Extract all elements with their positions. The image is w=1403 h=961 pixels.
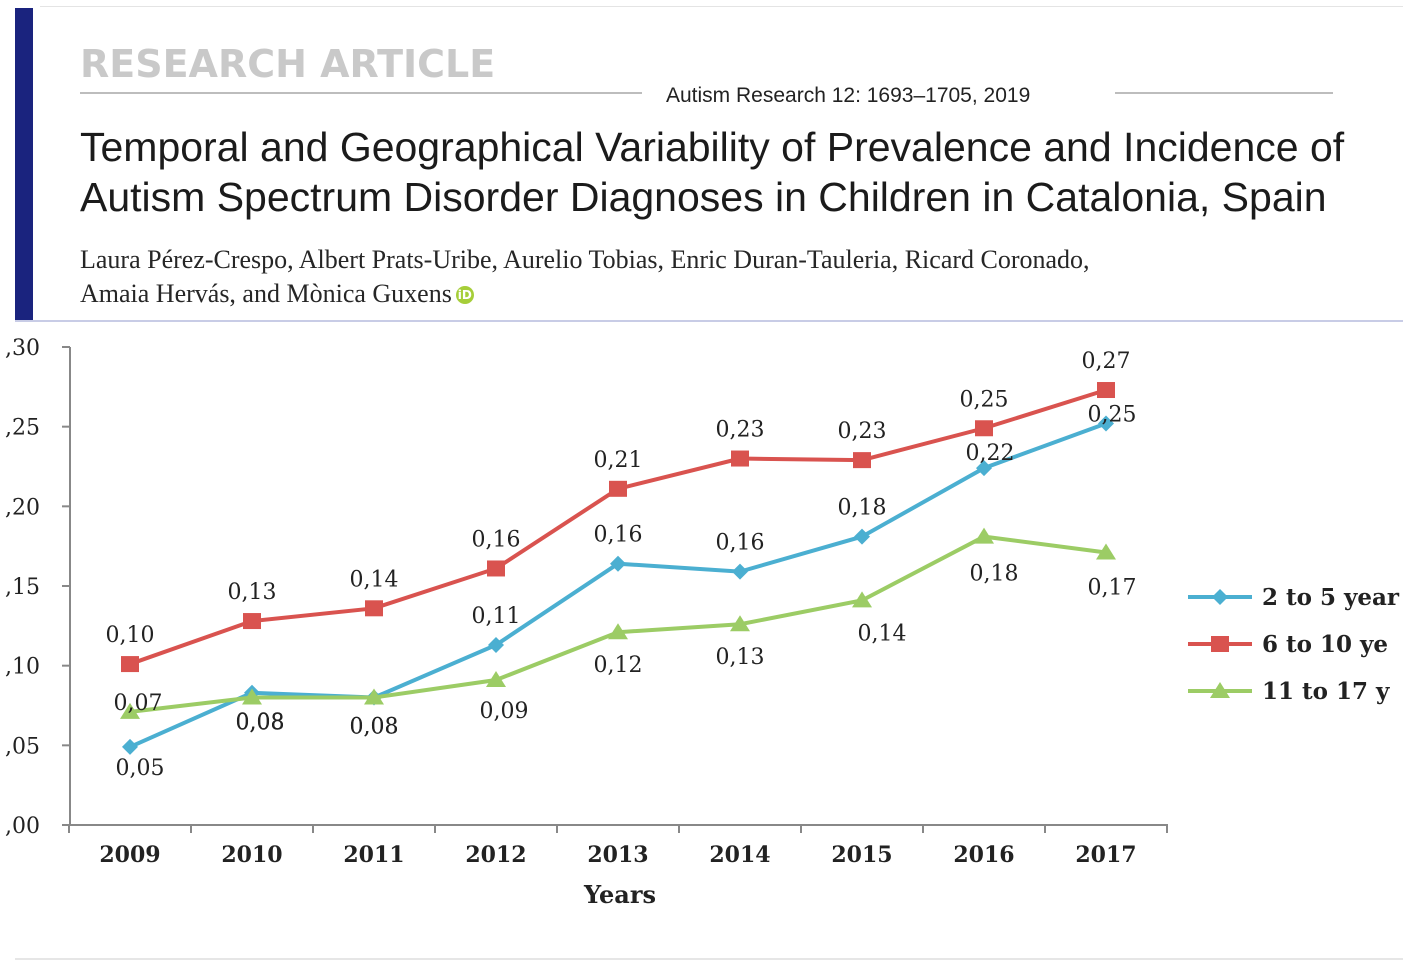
data-point-series-2 (731, 450, 749, 467)
data-point-series-3 (852, 591, 872, 608)
y-tick-label: ,25 (5, 416, 40, 441)
data-label-series-3: 0,12 (594, 653, 643, 678)
x-tick-label: 2015 (831, 842, 892, 868)
data-point-series-3 (486, 671, 506, 688)
y-tick-label: ,10 (5, 655, 40, 680)
x-tick-label: 2010 (221, 842, 282, 868)
data-label-series-2: 0,10 (106, 623, 155, 648)
data-label-series-1: 0,18 (838, 496, 887, 521)
data-point-series-2 (975, 420, 993, 437)
data-point-series-1 (610, 555, 626, 572)
y-tick-label: ,00 (5, 814, 40, 839)
authors-line-2: Amaia Hervás, and Mònica Guxens iD (80, 277, 1280, 311)
journal-reference: Autism Research 12: 1693–1705, 2019 (666, 84, 1031, 107)
paper-title-line-2: Autism Spectrum Disorder Diagnoses in Ch… (80, 174, 1327, 220)
data-point-series-2 (365, 600, 383, 617)
data-label-series-3: 0,08 (350, 715, 399, 740)
data-label-series-1: 0,08 (236, 710, 285, 735)
data-point-series-2 (853, 452, 871, 469)
y-tick-label: ,05 (5, 734, 40, 759)
data-label-series-3: 0,08 (236, 711, 285, 736)
bottom-border (15, 958, 1403, 960)
x-tick-label: 2011 (343, 842, 404, 868)
data-label-series-2: 0,14 (350, 567, 399, 592)
y-tick-label: ,20 (5, 495, 40, 520)
data-point-series-1 (732, 563, 748, 580)
legend-marker-3 (1210, 682, 1230, 698)
data-point-series-1 (976, 460, 992, 477)
data-label-series-1: 0,25 (1088, 402, 1137, 427)
author-list: Laura Pérez-Crespo, Albert Prats-Uribe, … (80, 243, 1280, 311)
x-axis-title: Years (583, 880, 656, 909)
data-label-series-2: 0,23 (716, 418, 765, 443)
paper-title: Temporal and Geographical Variability of… (80, 122, 1370, 222)
y-tick-label: ,15 (5, 575, 40, 600)
data-label-series-1: 0,05 (116, 756, 165, 781)
data-point-series-2 (609, 480, 627, 497)
data-label-series-1: 0,22 (966, 441, 1015, 466)
data-point-series-3 (364, 688, 384, 705)
data-label-series-2: 0,21 (594, 448, 643, 473)
data-label-series-2: 0,16 (472, 527, 521, 552)
data-point-series-3 (608, 623, 628, 640)
legend-label-3: 11 to 17 y (1262, 678, 1390, 705)
data-label-series-1: 0,16 (716, 531, 765, 556)
data-label-series-1: 0,11 (472, 604, 521, 629)
orcid-icon[interactable]: iD (455, 286, 474, 304)
legend-label-2: 6 to 10 ye (1262, 631, 1388, 658)
data-label-series-1: 0,08 (350, 715, 399, 740)
data-point-series-3 (730, 615, 750, 632)
data-point-series-1 (488, 636, 504, 653)
header-top-line (40, 6, 1403, 7)
data-point-series-2 (243, 613, 261, 630)
data-label-series-3: 0,07 (114, 691, 163, 716)
authors-line-1: Laura Pérez-Crespo, Albert Prats-Uribe, … (80, 245, 1090, 274)
x-tick-label: 2009 (99, 842, 160, 868)
x-tick-label: 2013 (587, 842, 648, 868)
data-point-series-2 (487, 560, 505, 577)
data-point-series-3 (974, 527, 994, 544)
data-label-series-2: 0,27 (1082, 349, 1131, 374)
paper-title-line-1: Temporal and Geographical Variability of… (80, 124, 1345, 170)
authors-line-2-text: Amaia Hervás, and Mònica Guxens (80, 279, 452, 308)
article-type-label: RESEARCH ARTICLE (80, 42, 496, 86)
x-tick-label: 2017 (1075, 842, 1136, 868)
data-point-series-2 (121, 656, 139, 673)
data-label-series-3: 0,13 (716, 645, 765, 670)
x-tick-label: 2014 (709, 842, 770, 868)
data-label-series-2: 0,25 (960, 387, 1009, 412)
data-point-series-1 (1098, 415, 1114, 432)
data-point-series-2 (1097, 382, 1115, 399)
x-tick-label: 2016 (953, 842, 1014, 868)
legend-marker-2 (1211, 636, 1229, 652)
data-point-series-1 (122, 738, 138, 755)
data-label-series-2: 0,23 (838, 419, 887, 444)
header-separator (15, 320, 1403, 322)
legend-label-1: 2 to 5 year (1262, 584, 1400, 611)
data-label-series-3: 0,09 (480, 699, 529, 724)
header-rule-right (1115, 92, 1333, 94)
data-point-series-1 (854, 528, 870, 545)
legend-marker-1 (1212, 589, 1228, 605)
data-label-series-3: 0,18 (970, 562, 1019, 587)
data-label-series-3: 0,17 (1088, 576, 1137, 601)
x-tick-label: 2012 (465, 842, 526, 868)
journal-accent-bar (15, 8, 33, 320)
data-label-series-2: 0,13 (228, 580, 277, 605)
y-tick-label: ,30 (5, 336, 40, 361)
data-label-series-3: 0,14 (858, 621, 907, 646)
header-rule-left (80, 92, 642, 94)
data-label-series-1: 0,16 (594, 523, 643, 548)
data-point-series-3 (120, 702, 140, 719)
data-point-series-3 (1096, 543, 1116, 560)
data-point-series-3 (242, 688, 262, 705)
